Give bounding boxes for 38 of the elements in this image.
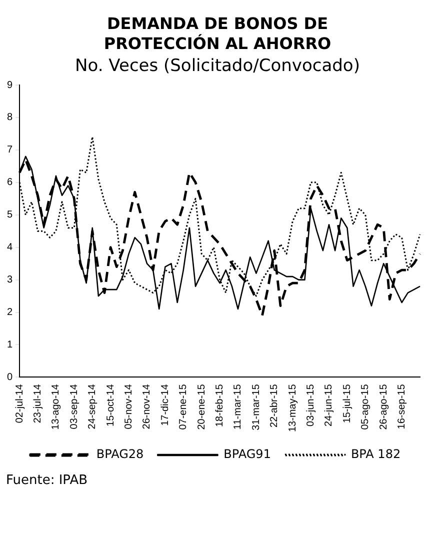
y-tick-label: 8 xyxy=(7,112,13,124)
x-tick-label: 13-may-15 xyxy=(287,384,298,432)
y-tick-label: 3 xyxy=(7,274,13,286)
x-tick-label: 24-jun-15 xyxy=(324,384,335,426)
x-tick-label: 15-jul-15 xyxy=(342,384,353,424)
x-tick-label: 03-sep-14 xyxy=(68,384,80,430)
x-tick-label: 24-sep-14 xyxy=(87,384,98,430)
chart-title: DEMANDA DE BONOS DE PROTECCIÓN AL AHORRO xyxy=(102,14,332,54)
x-tick-label: 05-ago-15 xyxy=(360,384,372,430)
x-tick-label: 02-jul-14 xyxy=(14,384,26,424)
y-tick-label: 6 xyxy=(7,177,13,188)
x-tick-label: 26-ago-15 xyxy=(378,384,390,430)
x-tick-label: 11-mar-15 xyxy=(232,384,244,430)
y-tick-label: 5 xyxy=(7,210,13,221)
x-tick-label: 17-dic-14 xyxy=(160,384,171,426)
y-tick-label: 2 xyxy=(7,307,13,318)
x-tick-label: 22-abr-15 xyxy=(269,384,280,428)
x-tick-label: 03-jun-15 xyxy=(306,384,317,426)
y-tick-label: 7 xyxy=(7,144,13,156)
x-tick-label: 13-ago-14 xyxy=(50,384,62,430)
legend-label: BPA 182 xyxy=(350,447,401,462)
x-tick-label: 05-nov-14 xyxy=(124,384,135,430)
source-note: Fuente: IPAB xyxy=(6,473,89,488)
y-tick-label: 9 xyxy=(7,80,13,91)
legend-label: BPAG91 xyxy=(224,447,271,462)
x-tick-label: 16-sep-15 xyxy=(396,384,408,430)
x-tick-label: 26-nov-14 xyxy=(142,384,153,430)
chart-subtitle: No. Veces (Solicitado/Convocado) xyxy=(74,56,361,76)
x-tick-label: 15-oct-14 xyxy=(105,384,116,426)
y-tick-label: 0 xyxy=(7,372,13,383)
x-tick-label: 23-jul-14 xyxy=(32,384,44,424)
y-tick-label: 4 xyxy=(7,242,13,254)
x-tick-label: 31-mar-15 xyxy=(250,384,262,430)
x-tick-label: 18-feb-15 xyxy=(214,384,226,428)
x-tick-label: 07-ene-15 xyxy=(178,384,190,430)
y-tick-label: 1 xyxy=(7,339,13,350)
legend-label: BPAG28 xyxy=(96,447,144,462)
x-tick-label: 20-ene-15 xyxy=(196,384,208,430)
